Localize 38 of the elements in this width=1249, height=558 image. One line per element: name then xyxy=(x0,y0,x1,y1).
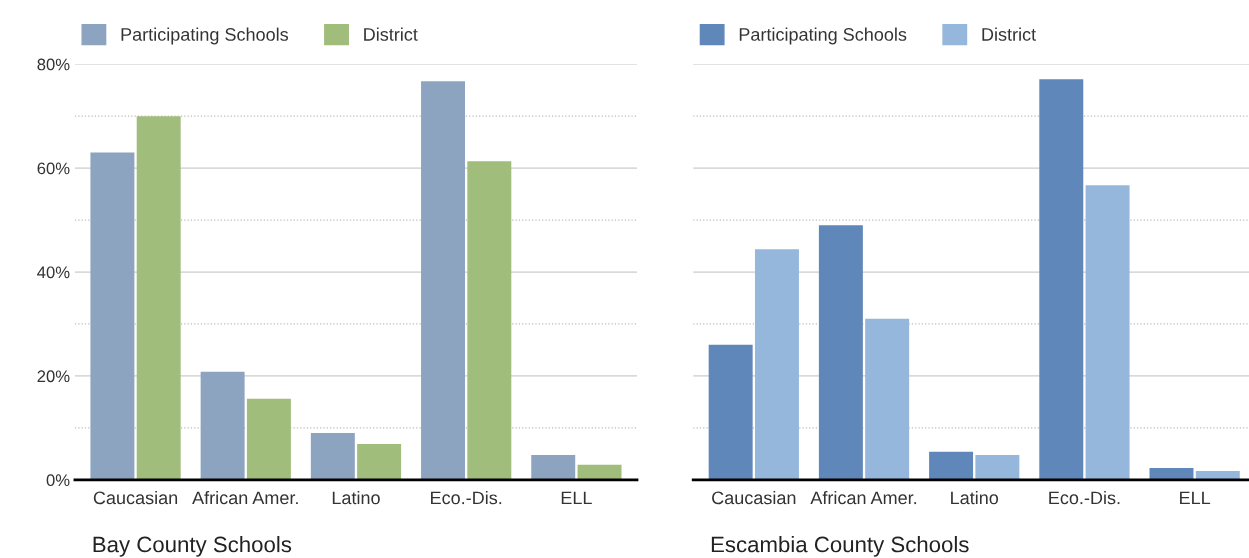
x-tick-label: ELL xyxy=(561,491,592,505)
legend-label: District xyxy=(982,27,1036,41)
bar xyxy=(310,433,355,480)
bar xyxy=(865,318,910,480)
x-tick-label: Eco.-Dis. xyxy=(431,490,502,505)
bar xyxy=(246,398,291,480)
legend-label: Participating Schools xyxy=(121,27,289,45)
x-tick-label: Latino xyxy=(332,490,380,505)
x-tick-label: ELL xyxy=(1180,491,1211,505)
x-tick-label: Caucasian xyxy=(712,490,796,505)
bar xyxy=(1085,185,1130,480)
text: Bay County Schools xyxy=(93,536,292,557)
bar xyxy=(357,444,402,480)
bar xyxy=(818,225,863,480)
x-tick-label: African Amer. xyxy=(810,490,917,505)
legend-label: District xyxy=(364,27,418,41)
bar xyxy=(531,454,576,480)
y-tick-label: 40% xyxy=(37,266,70,279)
x-tick-label: African Amer. xyxy=(192,490,298,505)
x-tick-label: Caucasian xyxy=(93,490,178,505)
x-tick-label: Latino xyxy=(951,490,999,505)
y-tick-label: 0% xyxy=(46,474,70,487)
y-tick-label: 80% xyxy=(37,58,70,71)
text: Escambia County Schools xyxy=(711,536,969,557)
bar xyxy=(90,152,135,480)
y-tick-label: 60% xyxy=(37,162,70,175)
bar xyxy=(1039,79,1084,480)
bar xyxy=(136,116,181,480)
y-tick-label: 20% xyxy=(37,370,70,383)
bar xyxy=(754,249,799,480)
bar xyxy=(929,451,974,480)
bar xyxy=(975,454,1020,480)
bar xyxy=(708,344,753,480)
legend-label: Participating Schools xyxy=(739,27,907,45)
bar xyxy=(200,371,245,480)
bar xyxy=(421,81,466,480)
bar xyxy=(467,161,512,480)
x-tick-label: Eco.-Dis. xyxy=(1049,490,1120,505)
